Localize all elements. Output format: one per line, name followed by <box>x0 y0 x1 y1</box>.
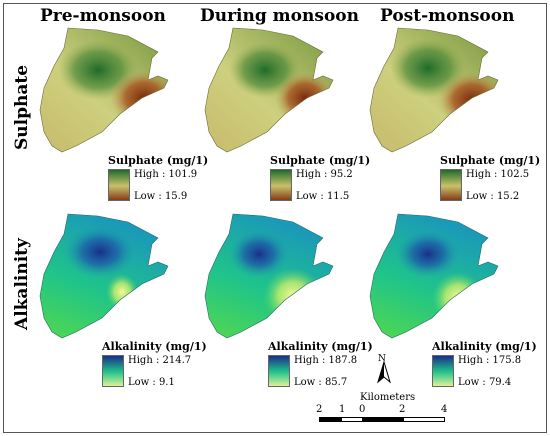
column-title-pre-monsoon: Pre-monsoon <box>40 6 166 26</box>
legend-alkalinity-during-monsoon: Alkalinity (mg/1) High : 187.8 Low : 85.… <box>268 340 373 389</box>
legend-high: High : 95.2 <box>296 169 353 180</box>
north-arrow-icon <box>377 360 391 384</box>
scale-tick: 2 <box>399 404 406 415</box>
row-label-alkalinity: Alkalinity <box>12 238 32 330</box>
scale-bar: Kilometers 2 1 0 2 4 <box>306 392 456 428</box>
legend-title: Sulphate (mg/1) <box>440 154 541 167</box>
column-title-during-monsoon: During monsoon <box>200 6 359 26</box>
legend-sulphate-post-monsoon: Sulphate (mg/1) High : 102.5 Low : 15.2 <box>440 154 540 203</box>
legend-color-ramp <box>268 355 290 387</box>
legend-high: High : 102.5 <box>466 169 530 180</box>
legend-low: Low : 15.2 <box>466 191 520 202</box>
legend-sulphate-pre-monsoon: Sulphate (mg/1) High : 101.9 Low : 15.9 <box>108 154 208 203</box>
legend-color-ramp <box>440 169 462 201</box>
legend-high: High : 175.8 <box>458 355 522 366</box>
legend-sulphate-during-monsoon: Sulphate (mg/1) High : 95.2 Low : 11.5 <box>270 154 370 203</box>
legend-color-ramp <box>108 169 130 201</box>
map-alkalinity-pre-monsoon <box>39 213 169 339</box>
legend-low: Low : 11.5 <box>296 191 350 202</box>
legend-low: Low : 9.1 <box>128 377 175 388</box>
legend-alkalinity-post-monsoon: Alkalinity (mg/1) High : 175.8 Low : 79.… <box>432 340 537 389</box>
legend-title: Sulphate (mg/1) <box>108 154 209 167</box>
scale-unit: Kilometers <box>360 392 416 403</box>
legend-high: High : 214.7 <box>128 355 192 366</box>
north-arrow-label: N <box>378 354 386 364</box>
legend-high: High : 101.9 <box>134 169 198 180</box>
scale-segment <box>319 417 341 422</box>
legend-low: Low : 79.4 <box>458 377 512 388</box>
legend-color-ramp <box>102 355 124 387</box>
scale-tick: 1 <box>339 404 346 415</box>
legend-low: Low : 85.7 <box>294 377 348 388</box>
figure-frame <box>3 3 547 433</box>
legend-title: Alkalinity (mg/1) <box>102 340 207 353</box>
scale-tick: 4 <box>441 404 448 415</box>
map-sulphate-post-monsoon <box>369 27 499 153</box>
scale-segment <box>403 417 445 422</box>
legend-high: High : 187.8 <box>294 355 358 366</box>
legend-color-ramp <box>432 355 454 387</box>
legend-alkalinity-pre-monsoon: Alkalinity (mg/1) High : 214.7 Low : 9.1 <box>102 340 207 389</box>
row-label-sulphate: Sulphate <box>12 64 32 150</box>
scale-tick: 2 <box>316 404 323 415</box>
legend-title: Alkalinity (mg/1) <box>268 340 373 353</box>
map-alkalinity-during-monsoon <box>204 213 334 339</box>
map-sulphate-pre-monsoon <box>39 27 169 153</box>
legend-title: Sulphate (mg/1) <box>270 154 371 167</box>
map-sulphate-during-monsoon <box>204 27 334 153</box>
scale-tick: 0 <box>359 404 366 415</box>
scale-segment <box>363 417 403 422</box>
legend-color-ramp <box>270 169 292 201</box>
legend-low: Low : 15.9 <box>134 191 188 202</box>
column-title-post-monsoon: Post-monsoon <box>380 6 515 26</box>
map-alkalinity-post-monsoon <box>369 213 499 339</box>
legend-title: Alkalinity (mg/1) <box>432 340 537 353</box>
scale-segment <box>341 417 363 422</box>
